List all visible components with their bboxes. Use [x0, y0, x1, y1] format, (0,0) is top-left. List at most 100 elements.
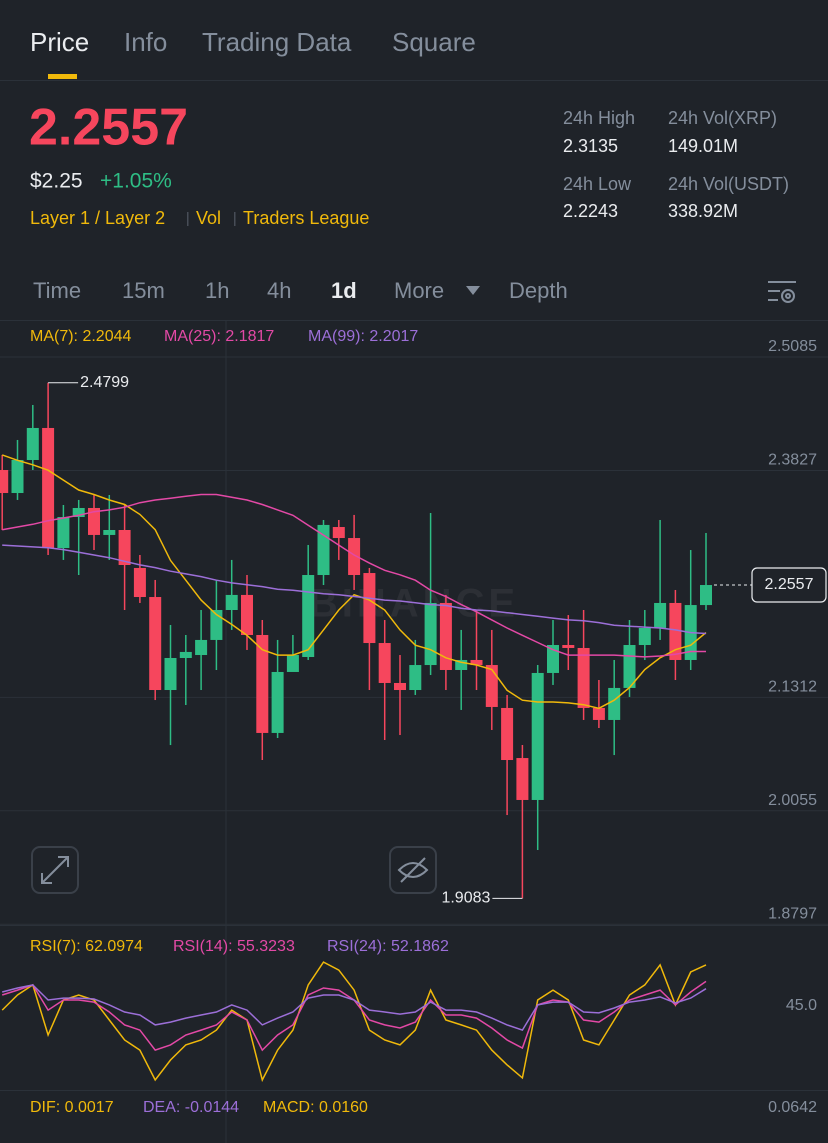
watermark: BINANCE — [309, 582, 519, 626]
candle-body — [225, 594, 238, 611]
candle-body — [118, 529, 131, 565]
candle-body — [409, 665, 422, 691]
candle-body — [26, 427, 39, 460]
interval[interactable]: 4h — [267, 278, 291, 303]
hide-button[interactable] — [389, 846, 437, 894]
candle-body — [700, 585, 712, 606]
change: +1.05% — [100, 170, 172, 193]
tab-indicator — [48, 74, 77, 79]
tab[interactable]: Price — [30, 27, 89, 57]
candle-body — [348, 538, 361, 576]
macd-label: DIF: 0.0017 — [30, 1099, 114, 1116]
last-price: 2.2557 — [29, 99, 188, 157]
tag[interactable]: Layer 1 / Layer 2 — [30, 208, 165, 228]
ma-line — [2, 544, 707, 635]
candle-body — [378, 643, 391, 683]
candle-body — [0, 470, 9, 494]
candle-body — [72, 507, 85, 518]
rsi-line — [2, 984, 707, 1032]
candle-body — [531, 672, 544, 800]
candle-body — [179, 651, 192, 658]
stat-value: 2.3135 — [563, 136, 618, 156]
macd-label: MACD: 0.0160 — [263, 1099, 368, 1116]
rsi-legend: RSI(7): 62.0974 — [30, 938, 143, 955]
candle-body — [562, 645, 575, 648]
tab[interactable]: Info — [124, 27, 167, 57]
candle-body — [547, 645, 559, 673]
candle-body — [592, 707, 605, 720]
candle-body — [286, 655, 299, 672]
interval[interactable]: Depth — [509, 278, 568, 303]
ma-line — [2, 493, 706, 658]
candle-body — [470, 659, 483, 666]
ma-line — [1, 454, 707, 710]
candle-body — [394, 682, 406, 691]
candle-body — [669, 602, 682, 660]
candle-body — [363, 573, 376, 644]
candle-body — [654, 602, 667, 628]
last-price-box — [751, 567, 827, 603]
stat-label: 24h High — [563, 108, 635, 128]
rsi-tick-label: 45.0 — [786, 997, 817, 1014]
low-label: 1.9083 — [441, 890, 490, 907]
stat-label: 24h Vol(XRP) — [668, 108, 777, 128]
tab[interactable]: Trading Data — [202, 27, 352, 57]
tag[interactable]: Vol — [196, 208, 221, 228]
tag[interactable]: Traders League — [243, 208, 369, 228]
candle-body — [164, 657, 177, 691]
interval[interactable]: 15m — [122, 278, 165, 303]
candle-body — [577, 647, 590, 708]
rsi-line — [1, 961, 707, 1083]
rsi-legend: RSI(14): 55.3233 — [173, 938, 295, 955]
legend-entry: MA(99): 2.2017 — [308, 328, 418, 345]
macd-label: DEA: -0.0144 — [143, 1099, 239, 1116]
interval[interactable]: 1h — [205, 278, 229, 303]
candle-body — [638, 627, 651, 646]
y-tick-label: 1.8797 — [768, 905, 817, 922]
candle-body — [195, 639, 208, 656]
high-label: 2.4799 — [80, 374, 129, 391]
tag-sep — [234, 212, 236, 226]
interval[interactable]: Time — [33, 278, 81, 303]
y-tick-label: 2.5085 — [768, 338, 817, 355]
tab[interactable]: Square — [392, 27, 476, 57]
candle-body — [42, 427, 55, 549]
y-tick-label: 2.1312 — [768, 679, 817, 696]
last-price-label: 2.2557 — [765, 576, 814, 593]
y-tick-label: 2.3827 — [768, 452, 817, 469]
candle-body — [439, 602, 452, 670]
candle-body — [57, 517, 70, 549]
candle-body — [332, 527, 345, 539]
usd-price: $2.25 — [30, 170, 83, 193]
candle-body — [501, 707, 514, 761]
candle-body — [424, 602, 437, 666]
candle-body — [149, 597, 162, 691]
candle-body — [241, 594, 253, 635]
candle-body — [485, 665, 498, 707]
legend-entry: MA(7): 2.2044 — [30, 328, 131, 345]
candle-body — [302, 575, 315, 658]
stat-value: 149.01M — [668, 136, 738, 156]
y-tick-label: 2.0055 — [768, 792, 817, 809]
candle-body — [103, 529, 116, 535]
candle-body — [11, 459, 24, 494]
candle-body — [133, 567, 146, 598]
dropdown-arrow — [466, 286, 480, 295]
interval[interactable]: More — [394, 278, 444, 303]
candle-body — [455, 659, 468, 670]
legend-entry: MA(25): 2.1817 — [164, 328, 274, 345]
stat-value: 2.2243 — [563, 201, 618, 221]
candle-body — [608, 687, 621, 720]
stat-label: 24h Low — [563, 174, 632, 194]
expand-button[interactable] — [31, 846, 79, 894]
stat-value: 338.92M — [668, 201, 738, 221]
candle-body — [88, 507, 100, 535]
settings-icon[interactable] — [768, 281, 796, 303]
candle-body — [271, 671, 284, 733]
interval[interactable]: 1d — [331, 278, 357, 303]
candle-body — [210, 610, 223, 640]
stat-label: 24h Vol(USDT) — [668, 174, 789, 194]
macd-tick-label: 0.0642 — [768, 1099, 817, 1116]
